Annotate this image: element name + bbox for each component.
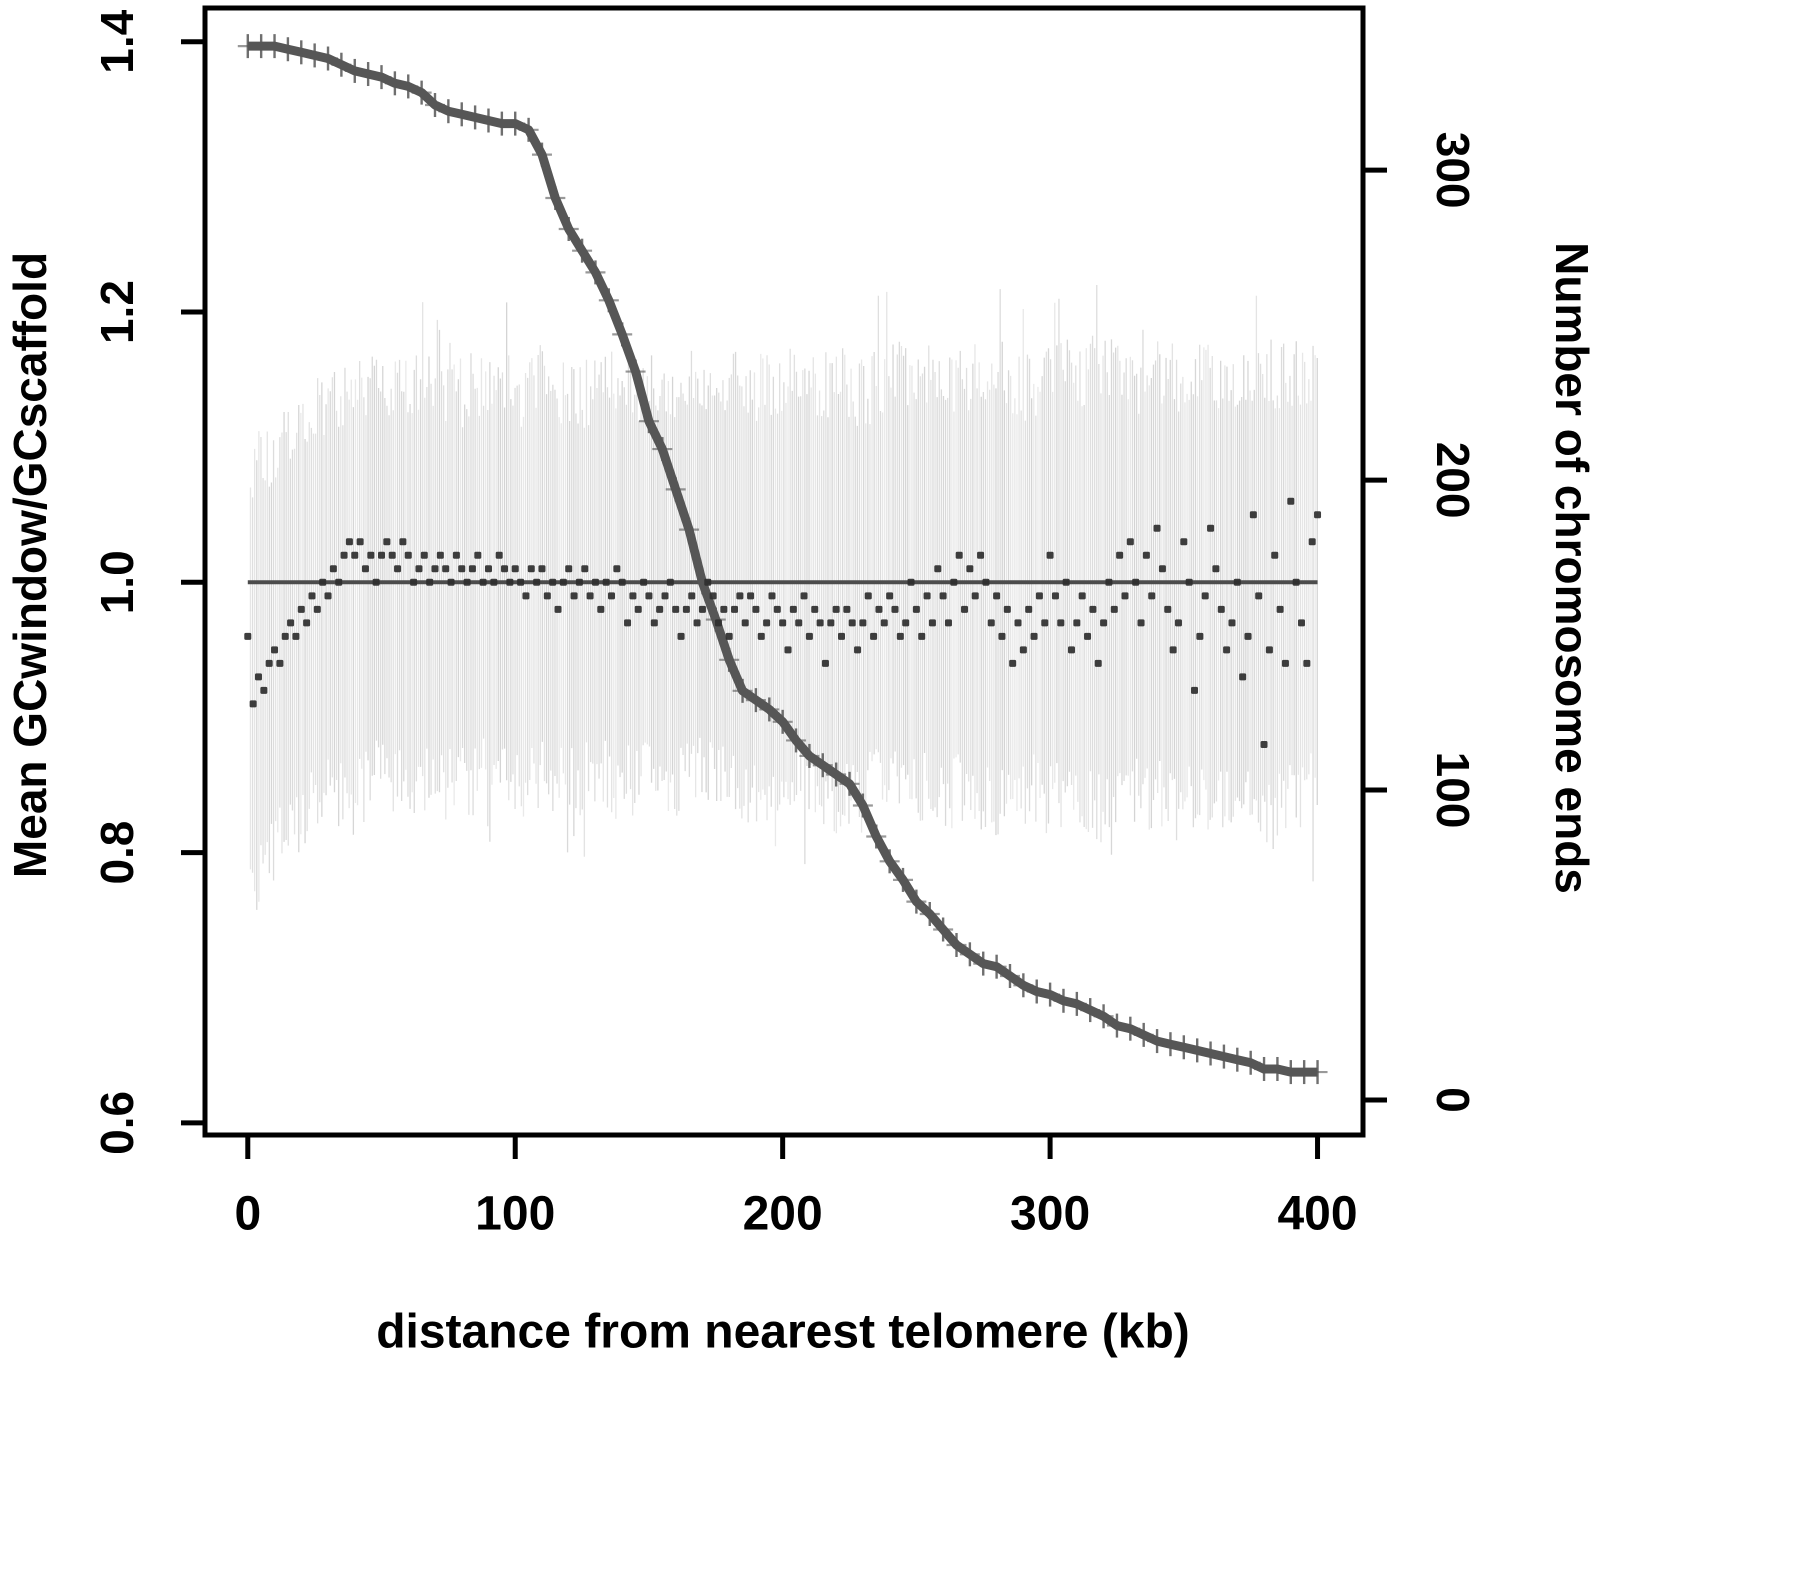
- y-left-tick-label: 1.0: [91, 550, 143, 614]
- x-tick-label: 200: [743, 1188, 823, 1241]
- y-right-tick-label: 200: [1427, 442, 1479, 519]
- x-tick-label: 0: [234, 1188, 261, 1241]
- y-left-axis-title: Mean GCwindow/GCscaffold: [4, 251, 56, 879]
- x-tick-label: 300: [1010, 1188, 1090, 1241]
- y-left-tick-label: 0.6: [91, 1091, 143, 1155]
- y-right-tick-label: 300: [1427, 132, 1479, 209]
- y-right-axis-title: Number of chromosome ends: [1546, 242, 1598, 894]
- x-tick-label: 400: [1277, 1188, 1357, 1241]
- gc-ratio-points: [244, 497, 1322, 748]
- y-right-tick-label: 100: [1427, 752, 1479, 829]
- plot-area: [237, 34, 1328, 1085]
- gc-ratio-range-band: [249, 284, 1318, 910]
- x-axis-title: distance from nearest telomere (kb): [376, 1305, 1190, 1359]
- chromosome-ends-curve: [237, 34, 1328, 1085]
- y-left-tick-label: 1.2: [91, 280, 143, 344]
- x-tick-label: 100: [475, 1188, 555, 1241]
- axes: 0 100 200 300 400 0.6 0.8 1.0 1.2 1.4 0 100 200 300: [91, 9, 1479, 1240]
- y-right-tick-label: 0: [1427, 1087, 1479, 1113]
- y-left-tick-label: 0.8: [91, 821, 143, 885]
- y-left-tick-label: 1.4: [91, 9, 143, 73]
